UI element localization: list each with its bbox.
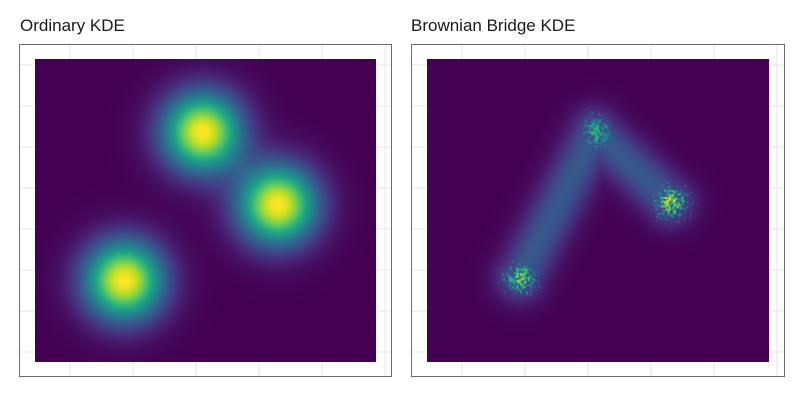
brownian-bridge-kde-title: Brownian Bridge KDE [411, 16, 576, 35]
ordinary-kde-panel [19, 44, 392, 377]
ordinary-kde-title: Ordinary KDE [20, 16, 125, 35]
ordinary-kde-heatmap [35, 59, 376, 362]
brownian-bridge-kde-heatmap [427, 59, 769, 362]
brownian-bridge-kde-panel [411, 44, 785, 377]
